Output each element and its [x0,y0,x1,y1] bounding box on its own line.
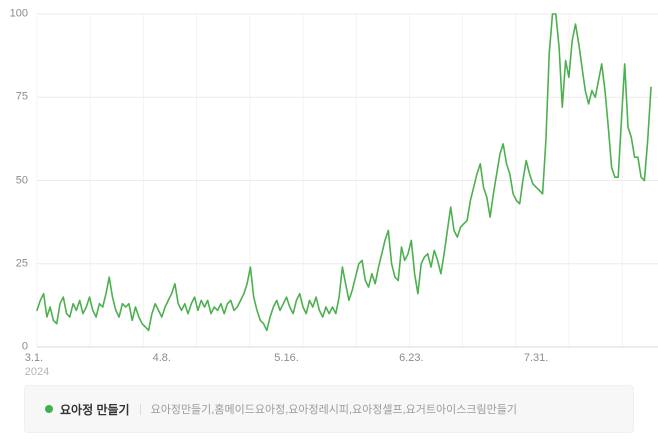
legend-series-label: 요아정 만들기 [60,402,130,417]
series-dot-icon [45,405,53,413]
y-tick-label: 100 [9,7,28,20]
trend-chart: 0 25 50 75 100 3.1. 2024 4.8. 5.16. 6.23. 7.31. [0,0,658,378]
legend-keywords: 요아정만들기,홈메이드요아정,요아정레시피,요아정셀프,요거트아이스크림만들기 [150,404,517,416]
trend-chart-svg[interactable] [0,0,658,375]
x-tick-sublabel: 2024 [24,366,50,379]
x-tick-label: 4.8. [152,352,171,364]
x-tick-label: 3.1. 2024 [24,352,50,379]
y-tick-label: 50 [15,174,28,186]
trend-line [36,13,652,332]
y-tick-label: 75 [15,90,28,103]
y-tick-label: 25 [15,257,28,270]
x-tick-label: 5.16. [274,352,299,364]
x-tick-label: 7.31. [523,352,549,364]
x-tick-label: 6.23. [399,352,424,364]
legend: 요아정 만들기 요아정만들기,홈메이드요아정,요아정레시피,요아정셀프,요거트아… [24,385,634,433]
legend-item[interactable]: 요아정 만들기 [45,401,130,418]
y-tick-label: 0 [21,340,28,353]
legend-divider [139,403,141,415]
